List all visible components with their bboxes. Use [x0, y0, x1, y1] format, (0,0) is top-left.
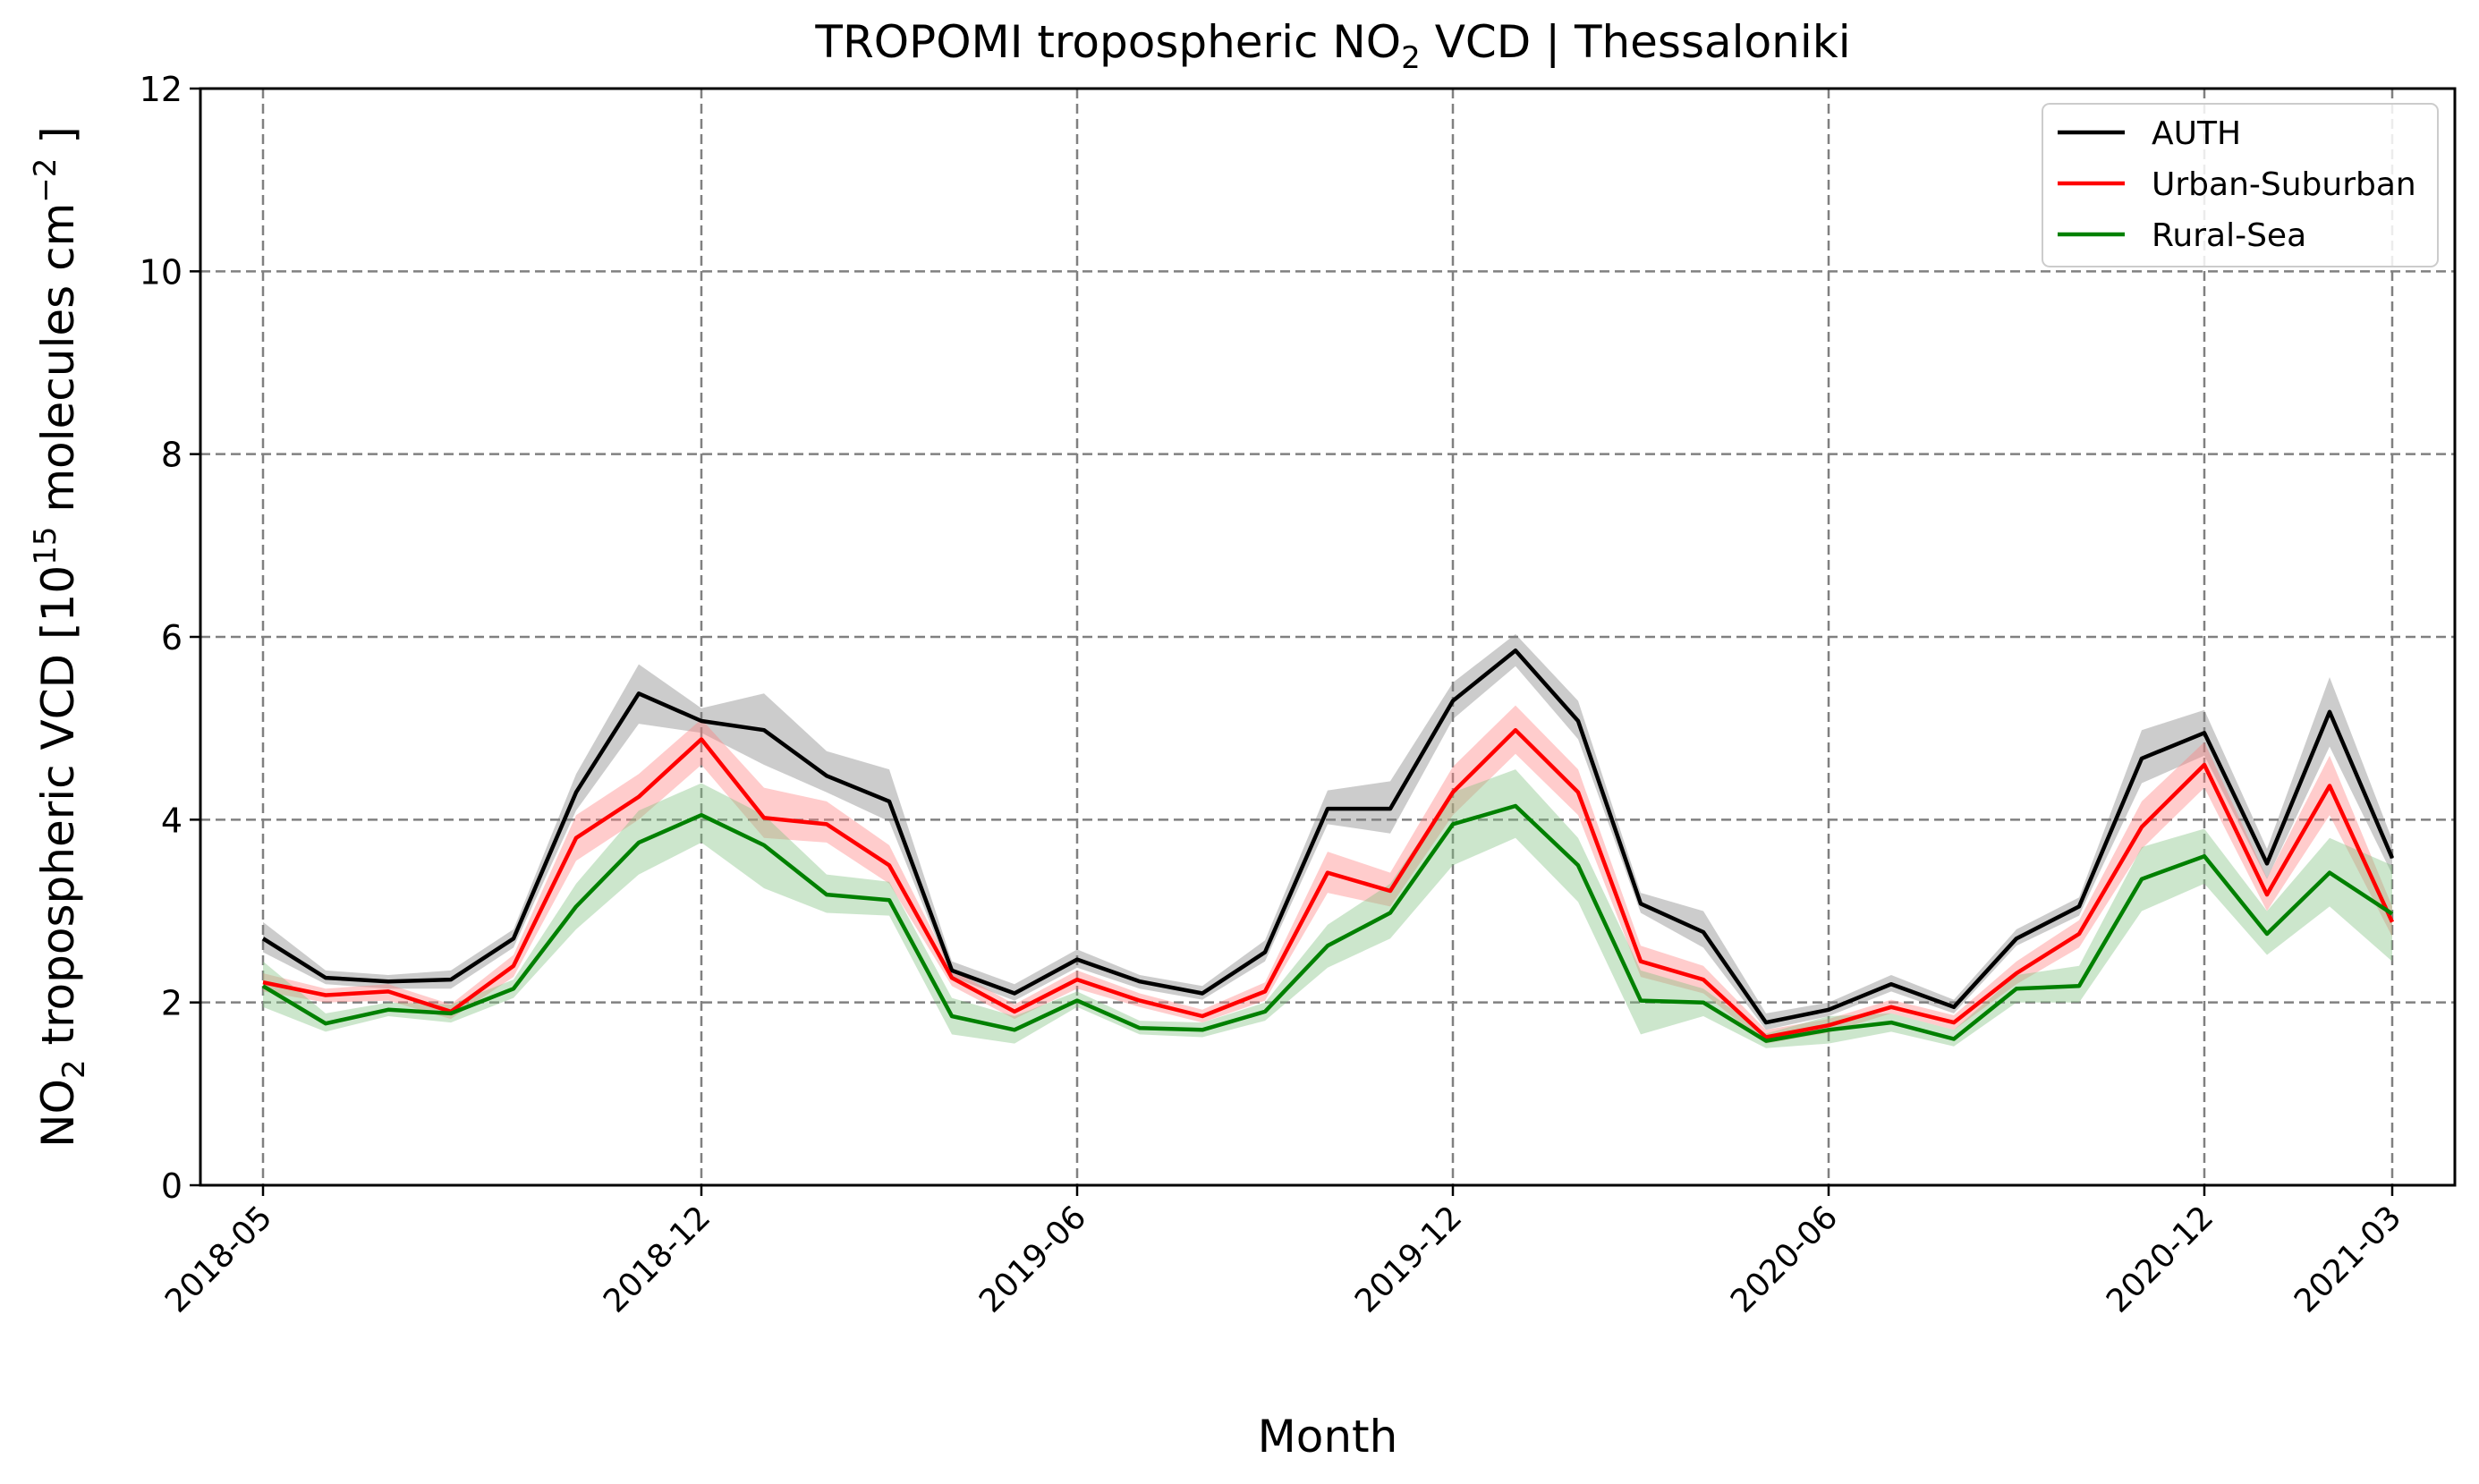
x-axis-label: Month [1258, 1411, 1398, 1463]
series-lines [261, 649, 2395, 1043]
y-axis-label: NO2 tropospheric VCD [1015 molecules cm−… [28, 126, 92, 1148]
y-tick-label: 10 [140, 252, 183, 292]
y-tick-label: 12 [140, 70, 183, 109]
y-tick-label: 8 [161, 436, 183, 475]
series-line-urban-suburban [262, 727, 2395, 1039]
legend-label-rural-sea: Rural-Sea [2152, 217, 2306, 254]
chart-title: TROPOMI tropospheric NO2 VCD | Thessalon… [814, 16, 1850, 76]
band-auth [263, 633, 2392, 1030]
gridlines [200, 89, 2455, 1185]
y-tick-label: 0 [161, 1166, 183, 1206]
legend: AUTH Urban-Suburban Rural-Sea [2042, 103, 2439, 267]
legend-label-urban-suburban: Urban-Suburban [2152, 166, 2416, 203]
y-tick-label: 6 [161, 618, 183, 657]
legend-box [2042, 103, 2439, 267]
series-line-auth [261, 649, 2395, 1025]
y-tick-label: 2 [161, 984, 183, 1023]
y-axis: 0 2 4 6 8 10 12 [140, 70, 200, 1206]
y-tick-label: 4 [161, 801, 183, 840]
series-line-rural-sea [261, 803, 2394, 1043]
legend-label-auth: AUTH [2152, 115, 2241, 152]
